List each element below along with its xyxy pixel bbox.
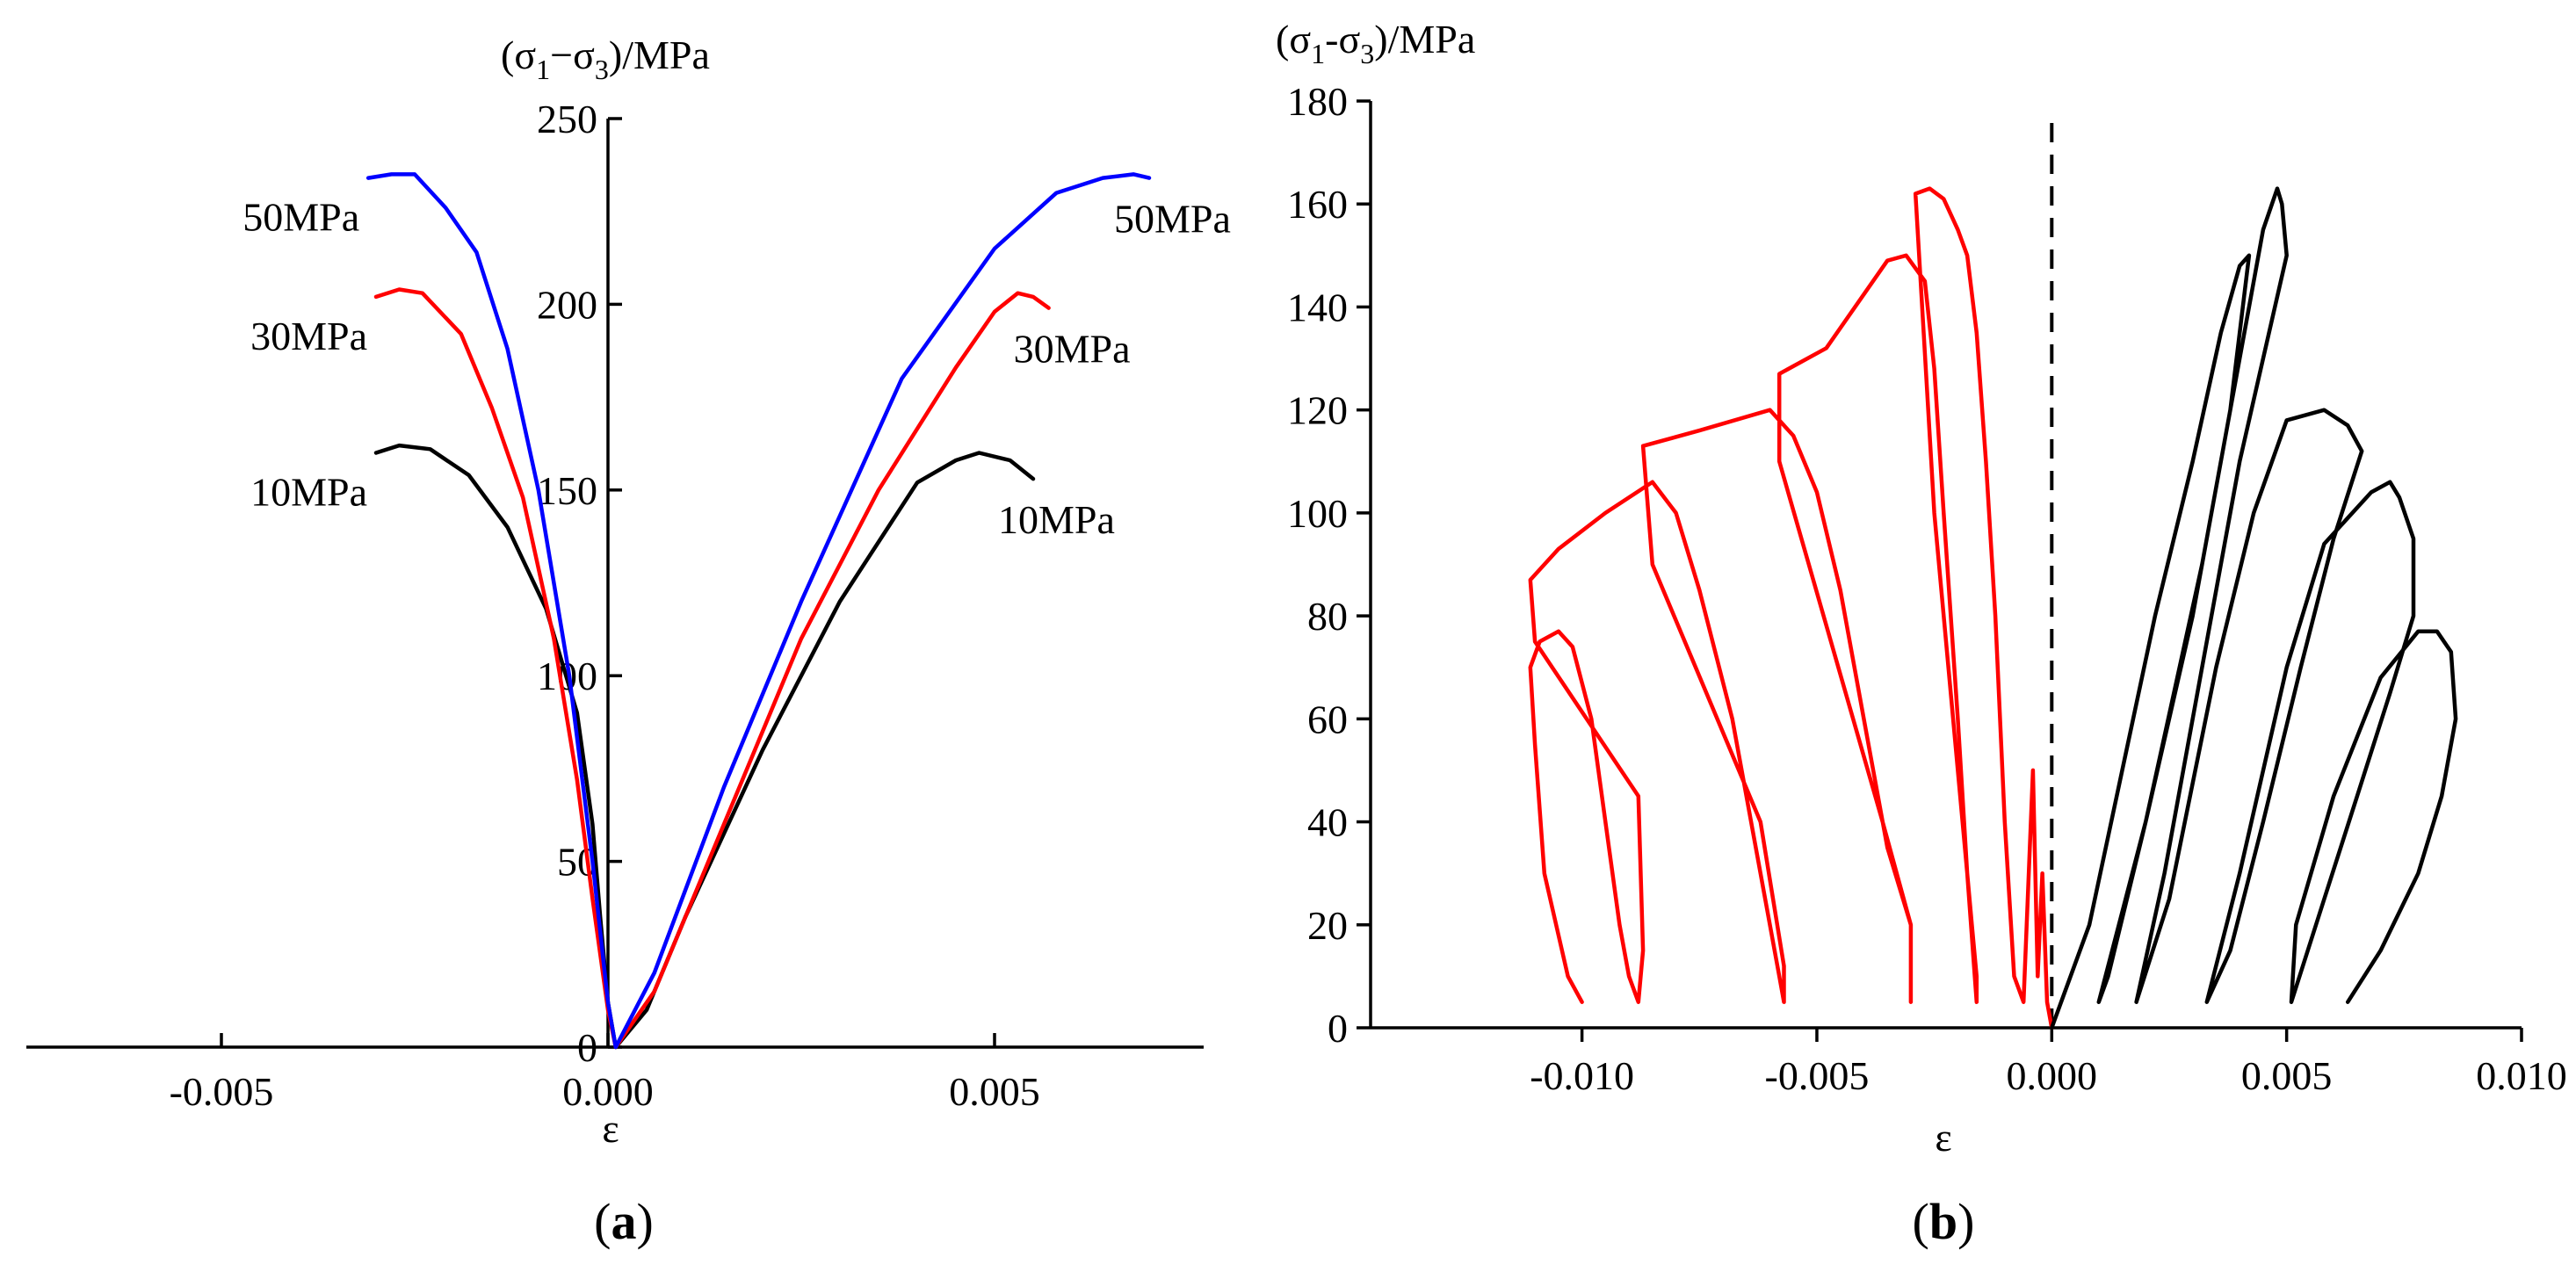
panel-a-caption: (a) [594, 1193, 654, 1250]
panel-a-x-tick-label: 0.000 [562, 1069, 654, 1114]
panel-a-y-tick-label: 150 [537, 468, 597, 513]
panel-b-y-tick-label: 180 [1287, 79, 1348, 124]
panel-b-y-tick-label: 80 [1307, 594, 1348, 639]
panel-b-y-tick-label: 120 [1287, 388, 1348, 433]
panel-b-x-axis-title: ε [1935, 1115, 1951, 1160]
panel-b-x-tick-label: 0.010 [2476, 1053, 2567, 1098]
panel-b-y-tick-label: 20 [1307, 903, 1348, 948]
panel-a-x-axis-title: ε [602, 1106, 619, 1151]
panel-b-y-tick-label: 60 [1307, 697, 1348, 741]
panel-a-x-tick-label: 0.005 [949, 1069, 1040, 1114]
panel-a-y-axis-title: (σ1−σ3)/MPa [501, 33, 710, 85]
panel-b-x-tick-label: 0.000 [2007, 1053, 2098, 1098]
panel-a-right-label-50MPa: 50MPa [1114, 197, 1231, 242]
panel-a-right-label-10MPa: 10MPa [998, 497, 1115, 542]
panel-b-y-tick-label: 0 [1328, 1006, 1348, 1051]
panel-b-y-tick-label: 100 [1287, 491, 1348, 536]
panel-a-y-tick-label: 0 [577, 1025, 597, 1070]
panel-b-y-tick-label: 140 [1287, 285, 1348, 329]
panel-b-chart: -0.010 -0.005 0.000 0.005 0.010 0 20 40 60 80 100 1… [1276, 17, 2567, 1250]
panel-b-x-tick-label: -0.005 [1765, 1053, 1870, 1098]
panel-b-ticks: -0.010 -0.005 0.000 0.005 0.010 0 20 40 60 80 100 1… [1287, 79, 2567, 1098]
panel-a-right-label-30MPa: 30MPa [1014, 327, 1131, 372]
panel-a-left-label-30MPa: 30MPa [250, 314, 367, 358]
panel-b-curves [1528, 186, 2458, 1030]
panel-b-y-tick-label: 40 [1307, 800, 1348, 845]
panel-a-left-label-50MPa: 50MPa [242, 195, 359, 240]
panel-a-curves [365, 172, 1152, 1050]
panel-a-y-tick-label: 200 [537, 282, 597, 327]
panel-b-y-axis-title: (σ1-σ3)/MPa [1276, 17, 1475, 69]
panel-a-left-label-10MPa: 10MPa [250, 470, 367, 515]
panel-b-x-tick-label: -0.010 [1530, 1053, 1634, 1098]
panel-a-x-tick-label: -0.005 [170, 1069, 274, 1114]
panel-a-y-tick-label: 250 [537, 97, 597, 141]
panel-b-y-tick-label: 160 [1287, 182, 1348, 227]
panel-b-series-axial-strain [2050, 186, 2458, 1030]
panel-a-series-50MPa [365, 172, 1152, 1050]
panel-a-series-30MPa [373, 287, 1051, 1050]
panel-b-x-tick-label: 0.005 [2241, 1053, 2333, 1098]
panel-a-series-labels: 10MPa 10MPa 30MPa 30MPa 50MPa 50MPa [242, 195, 1231, 542]
panel-b-series-lateral-strain [1528, 186, 2054, 1030]
panel-a-series-10MPa [373, 443, 1036, 1050]
panel-b-caption: (b) [1913, 1193, 1975, 1250]
